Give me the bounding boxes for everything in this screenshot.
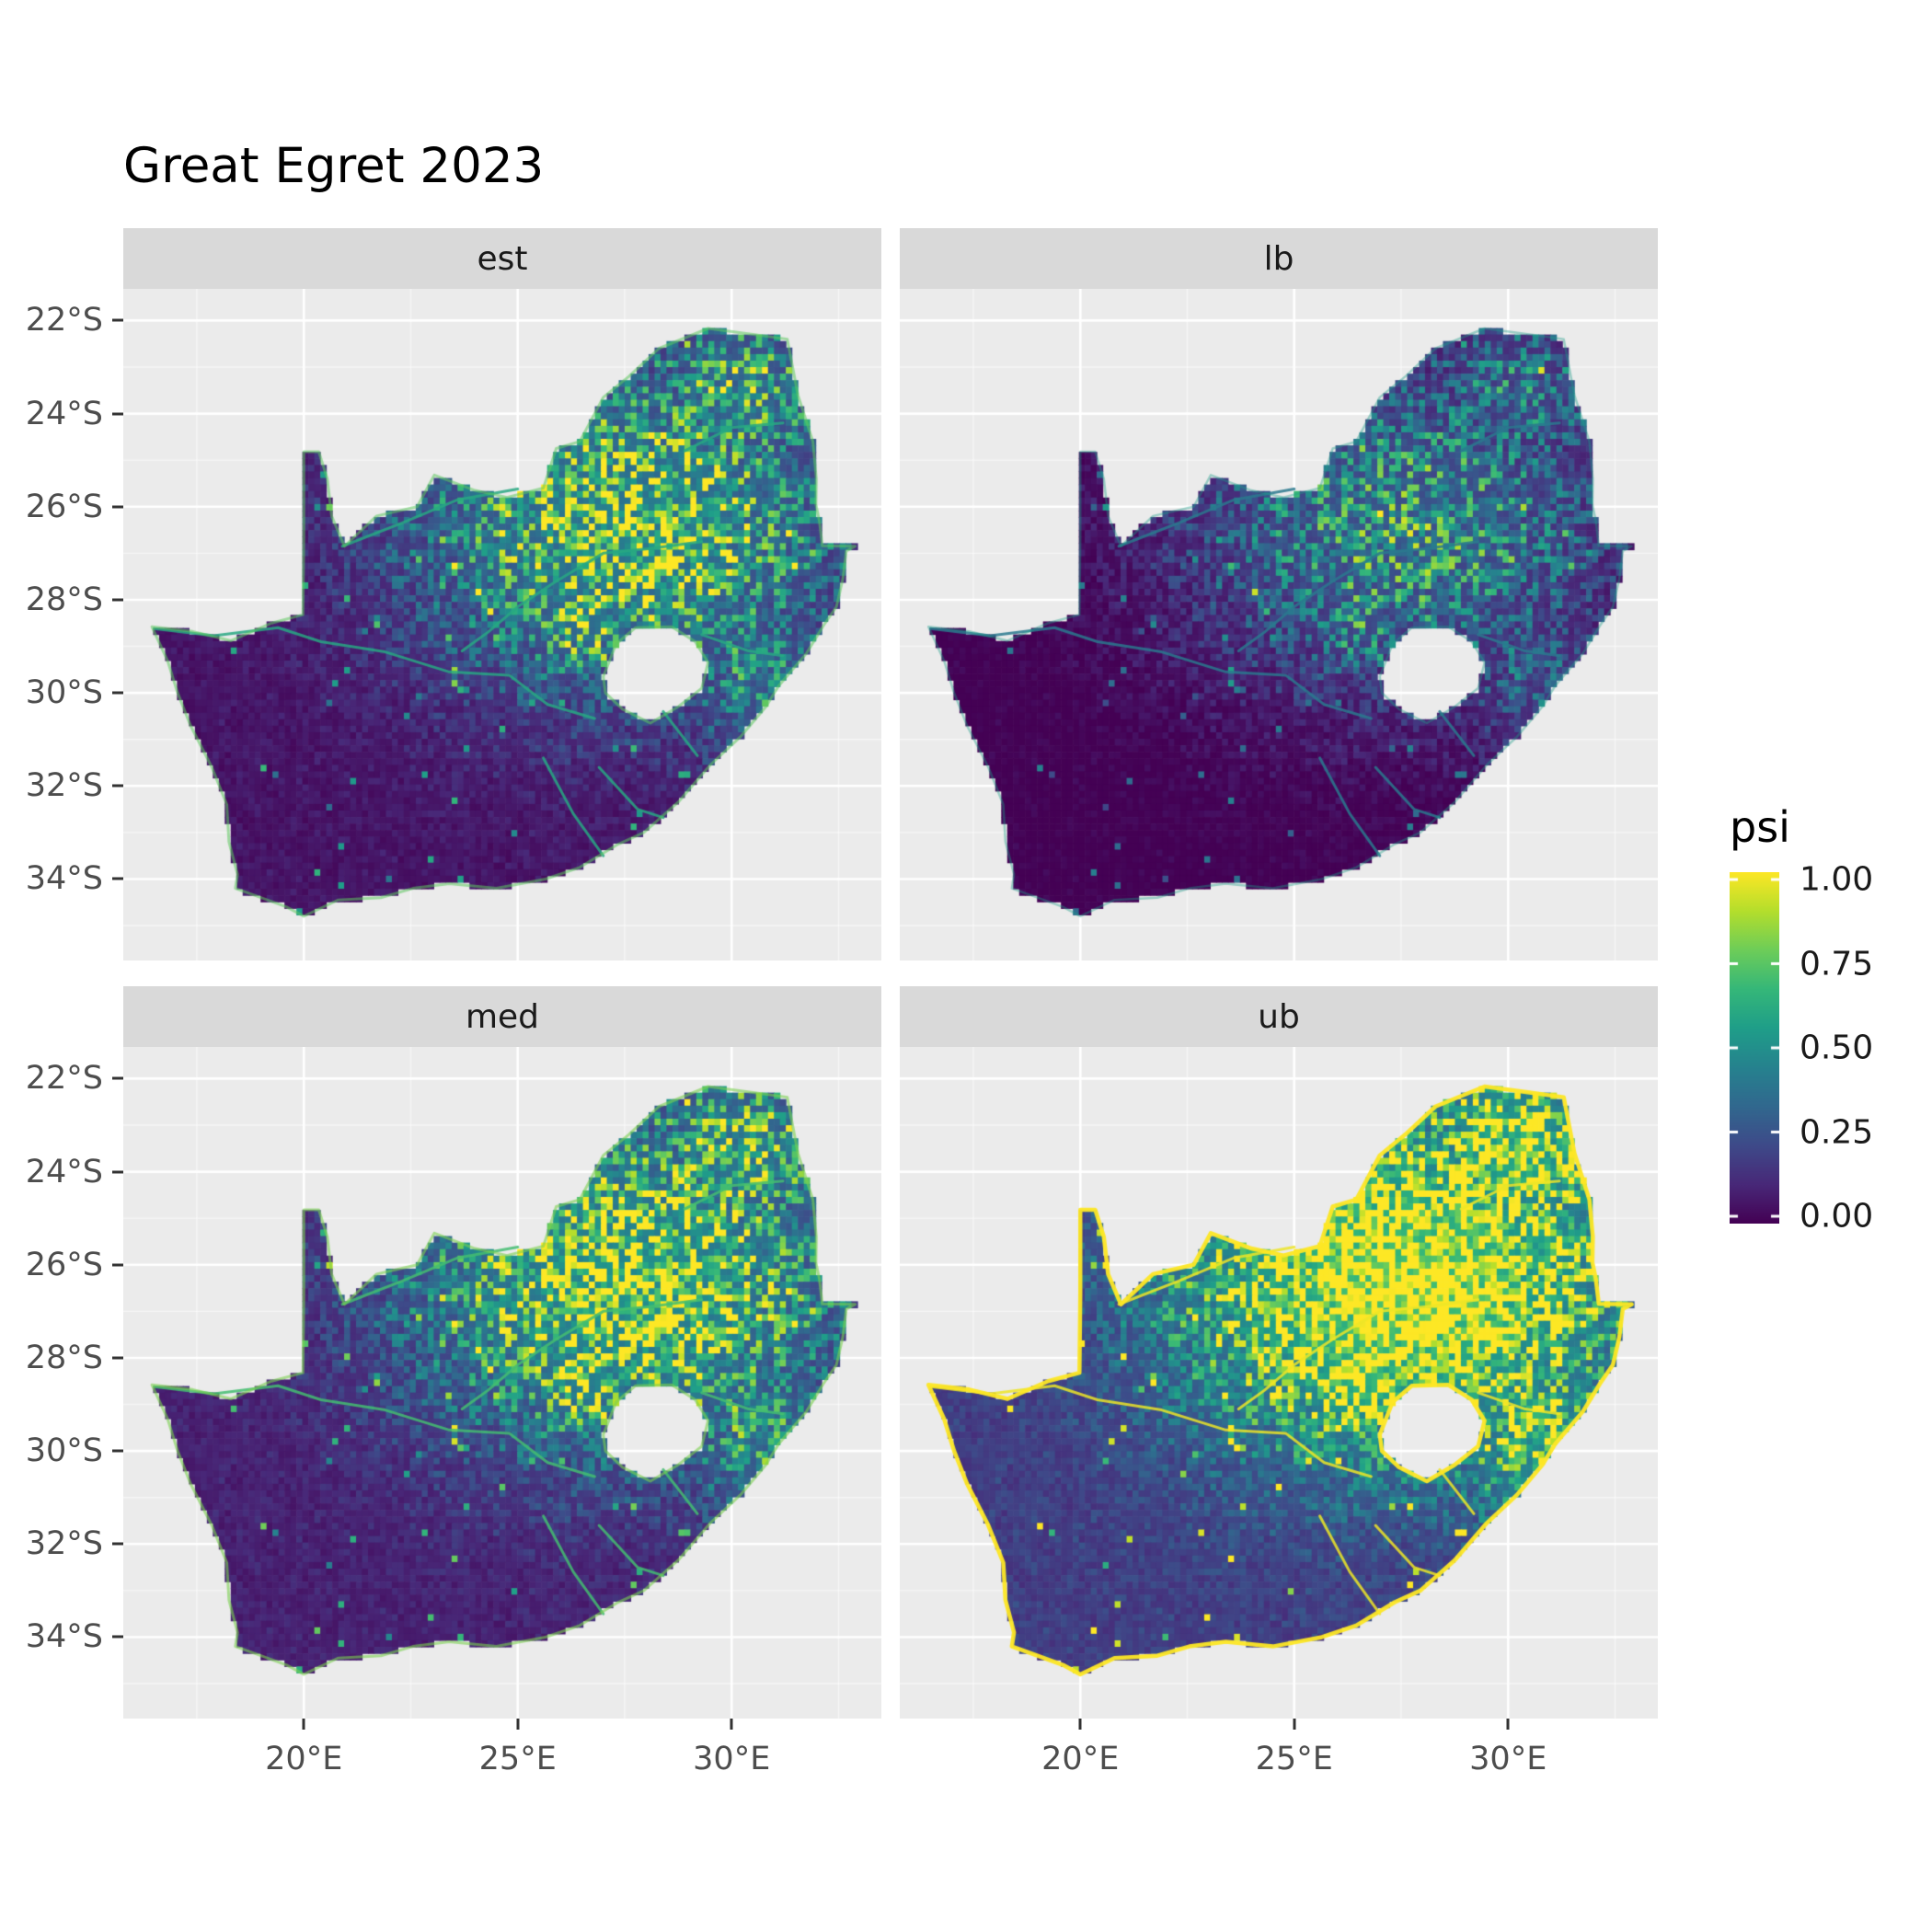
facet-strip-lb: lb bbox=[900, 228, 1658, 289]
y-tick-label: 24°S bbox=[25, 1153, 103, 1190]
x-tick-mark bbox=[516, 1719, 520, 1730]
facet-strip-med: med bbox=[123, 986, 881, 1047]
y-tick-mark bbox=[112, 877, 123, 880]
x-tick-mark bbox=[1078, 1719, 1082, 1730]
y-tick-mark bbox=[112, 1542, 123, 1546]
facet-strip-ub: ub bbox=[900, 986, 1658, 1047]
x-tick-label: 20°E bbox=[265, 1741, 343, 1777]
x-tick-label: 25°E bbox=[1255, 1741, 1333, 1777]
legend-title: psi bbox=[1730, 802, 1790, 852]
x-axis-right-column: 20°E 25°E 30°E bbox=[900, 1719, 1658, 1792]
x-tick-label: 30°E bbox=[1469, 1741, 1547, 1777]
x-tick-mark bbox=[1506, 1719, 1510, 1730]
x-tick-mark bbox=[730, 1719, 733, 1730]
facet-label-med: med bbox=[465, 997, 540, 1036]
y-tick-label: 28°S bbox=[25, 1339, 103, 1376]
y-tick-label: 24°S bbox=[25, 395, 103, 432]
y-axis-bottom-row: 22°S 24°S 26°S 28°S 30°S 32°S 34°S bbox=[0, 1047, 123, 1719]
y-tick-label: 30°S bbox=[25, 1432, 103, 1470]
y-tick-mark bbox=[112, 691, 123, 695]
plot-title: Great Egret 2023 bbox=[123, 138, 545, 194]
y-tick-label: 32°S bbox=[25, 767, 103, 805]
facet-label-lb: lb bbox=[1263, 239, 1294, 278]
map-panel-est bbox=[123, 289, 881, 960]
x-axis-left-column: 20°E 25°E 30°E bbox=[123, 1719, 881, 1792]
map-panel-med bbox=[123, 1047, 881, 1719]
y-axis-top-row: 22°S 24°S 26°S 28°S 30°S 32°S 34°S bbox=[0, 289, 123, 960]
y-tick-mark bbox=[112, 1170, 123, 1174]
x-tick-mark bbox=[302, 1719, 305, 1730]
y-tick-label: 26°S bbox=[25, 488, 103, 525]
y-tick-mark bbox=[112, 784, 123, 788]
y-tick-mark bbox=[112, 505, 123, 509]
legend-tick-label: 0.00 bbox=[1800, 1197, 1874, 1236]
y-tick-label: 34°S bbox=[25, 1618, 103, 1656]
y-tick-label: 26°S bbox=[25, 1246, 103, 1283]
y-tick-label: 22°S bbox=[25, 1060, 103, 1098]
facet-strip-est: est bbox=[123, 228, 881, 289]
y-tick-label: 22°S bbox=[25, 302, 103, 339]
x-tick-label: 20°E bbox=[1041, 1741, 1120, 1777]
facet-label-est: est bbox=[477, 239, 528, 278]
y-tick-mark bbox=[112, 1263, 123, 1267]
y-tick-mark bbox=[112, 598, 123, 602]
x-tick-mark bbox=[1293, 1719, 1296, 1730]
map-panel-ub bbox=[900, 1047, 1658, 1719]
y-tick-mark bbox=[112, 1356, 123, 1360]
legend-tick-label: 1.00 bbox=[1800, 860, 1874, 899]
facet-label-ub: ub bbox=[1258, 997, 1300, 1036]
x-tick-label: 30°E bbox=[693, 1741, 771, 1777]
y-tick-mark bbox=[112, 1635, 123, 1639]
map-panel-lb bbox=[900, 289, 1658, 960]
legend-tick-label: 0.50 bbox=[1800, 1029, 1874, 1067]
y-tick-label: 30°S bbox=[25, 674, 103, 712]
y-tick-mark bbox=[112, 412, 123, 416]
x-tick-label: 25°E bbox=[478, 1741, 557, 1777]
y-tick-label: 34°S bbox=[25, 860, 103, 898]
y-tick-label: 28°S bbox=[25, 581, 103, 618]
y-tick-mark bbox=[112, 1076, 123, 1080]
legend-colorbar bbox=[1730, 872, 1779, 1224]
y-tick-mark bbox=[112, 318, 123, 322]
y-tick-label: 32°S bbox=[25, 1525, 103, 1563]
legend-tick-label: 0.75 bbox=[1800, 945, 1874, 983]
legend-tick-label: 0.25 bbox=[1800, 1113, 1874, 1151]
legend: psi 1.00 0.75 0.50 0.25 0.00 bbox=[1730, 802, 1932, 1317]
y-tick-mark bbox=[112, 1449, 123, 1453]
